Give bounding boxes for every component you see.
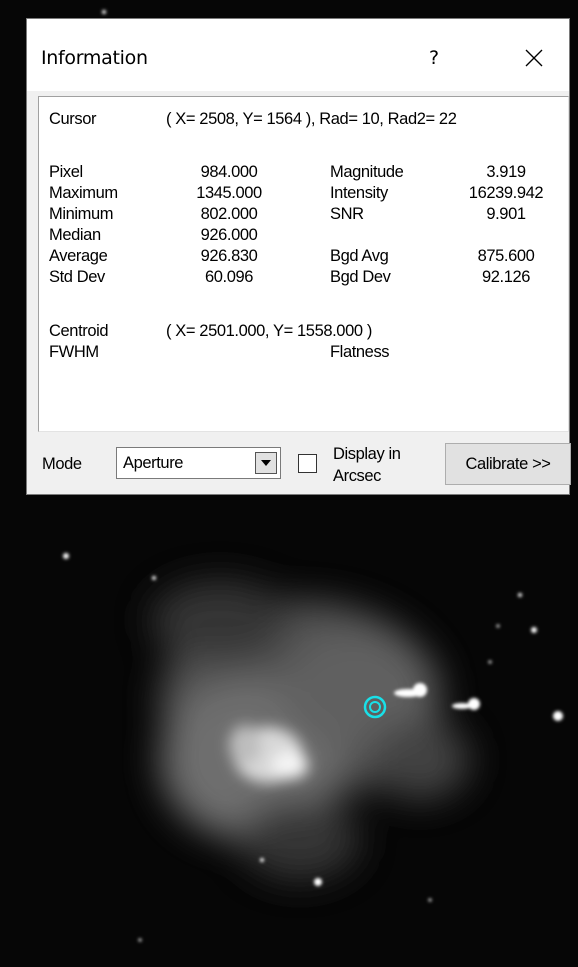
flatness-label: Flatness (330, 342, 389, 362)
centroid-value: ( X= 2501.000, Y= 1558.000 ) (166, 321, 372, 341)
arcsec-checkbox-label: Display in Arcsec (333, 443, 401, 487)
information-dialog: Information ? Cursor ( X= 2508, Y= 1564 … (26, 18, 570, 495)
stat-label: Pixel (49, 162, 83, 182)
stat-label: Minimum (49, 204, 113, 224)
stat-label: Magnitude (330, 162, 403, 182)
mode-label: Mode (42, 455, 82, 474)
arcsec-checkbox[interactable] (298, 454, 317, 473)
fwhm-label: FWHM (49, 342, 99, 362)
cursor-value: ( X= 2508, Y= 1564 ), Rad= 10, Rad2= 22 (166, 109, 457, 129)
stat-value: 926.000 (201, 225, 258, 245)
stat-value: 875.600 (478, 246, 535, 266)
mode-dropdown[interactable]: Aperture (116, 447, 281, 479)
info-panel: Cursor ( X= 2508, Y= 1564 ), Rad= 10, Ra… (38, 96, 569, 432)
stat-value: 60.096 (205, 267, 253, 287)
stat-label: Intensity (330, 183, 388, 203)
cursor-label: Cursor (49, 109, 96, 129)
stat-value: 802.000 (201, 204, 258, 224)
help-button[interactable]: ? (429, 47, 439, 69)
stat-value: 1345.000 (196, 183, 262, 203)
stat-label: Bgd Avg (330, 246, 388, 266)
screen: {"dialog": {"title": "Information", "hel… (0, 0, 578, 967)
stat-value: 984.000 (201, 162, 258, 182)
dropdown-arrow[interactable] (255, 452, 277, 474)
stat-value: 9.901 (486, 204, 525, 224)
stat-value: 926.830 (201, 246, 258, 266)
stat-label: SNR (330, 204, 364, 224)
stat-value: 92.126 (482, 267, 530, 287)
stat-label: Bgd Dev (330, 267, 391, 287)
stat-value: 3.919 (486, 162, 525, 182)
centroid-label: Centroid (49, 321, 108, 341)
stat-value: 16239.942 (469, 183, 543, 203)
stat-label: Std Dev (49, 267, 105, 287)
checkbox-label-line: Display in (333, 443, 401, 465)
mode-value: Aperture (123, 454, 183, 473)
checkbox-label-line: Arcsec (333, 465, 401, 487)
stat-label: Average (49, 246, 107, 266)
stat-label: Maximum (49, 183, 118, 203)
calibrate-button[interactable]: Calibrate >> (445, 443, 571, 485)
dialog-title: Information (41, 47, 148, 69)
stat-label: Median (49, 225, 101, 245)
close-button[interactable] (525, 49, 543, 67)
title-bar: Information ? (27, 19, 569, 91)
